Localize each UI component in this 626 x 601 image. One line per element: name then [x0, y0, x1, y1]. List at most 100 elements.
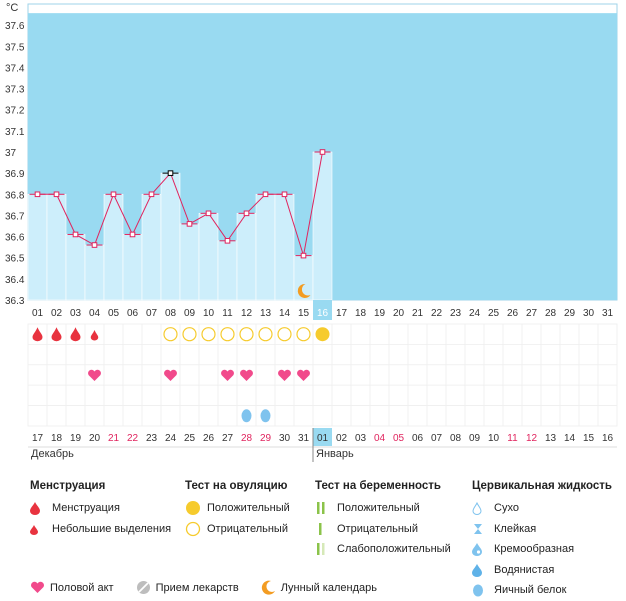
legend-item-creamy: Кремообразная: [472, 539, 612, 560]
event-grid-cell: [84, 405, 105, 427]
ovulation-negative-marker: [277, 327, 292, 342]
calendar-date-label: 11: [507, 433, 518, 444]
event-grid-cell: [407, 384, 428, 407]
event-grid-cell: [540, 323, 561, 345]
cycle-day-label: 26: [507, 308, 519, 319]
event-grid-cell: [331, 343, 352, 366]
event-grid-cell: [141, 364, 162, 386]
intercourse-heart: [240, 369, 253, 381]
event-grid-cell: [255, 384, 276, 407]
event-grid-cell: [331, 405, 352, 427]
calendar-date-label: 29: [260, 433, 272, 444]
calendar-date-label: 08: [450, 433, 462, 444]
legend-item-intercourse: Половой акт: [30, 580, 114, 595]
temperature-point: [110, 191, 117, 198]
temperature-bar: [46, 193, 67, 301]
temperature-bar: [274, 193, 295, 301]
cycle-day-label: 06: [127, 308, 139, 319]
ovulation-negative-marker: [163, 327, 178, 342]
calendar-date-label: 12: [526, 433, 538, 444]
intercourse-heart: [297, 369, 310, 381]
y-tick-label: 37.1: [5, 127, 25, 138]
temperature-bar: [84, 244, 105, 301]
calendar-date-label: 28: [241, 433, 253, 444]
y-tick-label: 36.8: [5, 190, 25, 201]
event-grid-cell: [46, 364, 67, 386]
event-grid-cell: [274, 384, 295, 407]
calendar-date-label: 21: [108, 433, 120, 444]
legend-item-pregnancy-positive: Положительный: [315, 498, 451, 519]
cycle-day-label: 21: [412, 308, 424, 319]
legend-label: Клейкая: [494, 522, 537, 535]
today-date-highlight: [313, 428, 332, 446]
calendar-date-label: 18: [51, 433, 63, 444]
event-grid-cell: [122, 364, 143, 386]
event-grid-cell: [65, 405, 86, 427]
event-grid-cell: [483, 384, 504, 407]
event-grid-cell: [160, 343, 181, 366]
event-grid-cell: [255, 364, 276, 386]
event-grid-cell: [388, 405, 409, 427]
event-grid-cell: [293, 405, 314, 427]
event-grid-cell: [331, 384, 352, 407]
legend-item-dry: Сухо: [472, 498, 612, 519]
menstruation-drop: [32, 327, 43, 342]
cycle-day-label: 09: [184, 308, 196, 319]
event-grid-cell: [46, 343, 67, 366]
event-grid-cell: [122, 405, 143, 427]
event-grid-cell: [483, 364, 504, 386]
event-grid-cell: [103, 323, 124, 345]
legend-item-pregnancy-weak: Слабоположительный: [315, 539, 451, 560]
event-grid-cell: [578, 405, 599, 427]
event-grid-cell: [293, 384, 314, 407]
ovulation-positive-marker: [315, 327, 330, 342]
intercourse-heart: [221, 369, 234, 381]
event-grid-cell: [597, 364, 618, 386]
event-grid-cell: [578, 323, 599, 345]
event-grid-cell: [198, 343, 219, 366]
event-grid-cell: [426, 343, 447, 366]
cycle-day-label: 19: [374, 308, 386, 319]
y-tick-label: 37: [5, 148, 17, 159]
month-label: Январь: [316, 448, 354, 460]
cycle-day-label: 07: [146, 308, 158, 319]
event-grid-cell: [464, 343, 485, 366]
temperature-point: [281, 191, 288, 198]
event-grid-cell: [388, 384, 409, 407]
legend-ovulation-title: Тест на овуляцию: [185, 480, 288, 492]
event-grid-cell: [369, 323, 390, 345]
temperature-point: [205, 210, 212, 217]
calendar-date-label: 26: [203, 433, 215, 444]
event-grid-cell: [426, 323, 447, 345]
event-grid-cell: [521, 364, 542, 386]
temperature-bar: [122, 234, 143, 301]
y-tick-label: 36.3: [5, 296, 25, 307]
egg-white-icon: [472, 583, 494, 597]
legend-label: Лунный календарь: [280, 581, 377, 594]
legend-ovulation: Тест на овуляцию Положительный Отрицател…: [185, 480, 290, 539]
calendar-date-label: 10: [488, 433, 500, 444]
cycle-day-label: 10: [203, 308, 215, 319]
event-grid-cell: [103, 384, 124, 407]
legend-item-lunar: Лунный календарь: [261, 580, 377, 595]
cycle-day-label: 17: [336, 308, 348, 319]
event-grid-cell: [483, 405, 504, 427]
event-grid-cell: [198, 364, 219, 386]
event-grid-cell: [426, 405, 447, 427]
cycle-day-label: 24: [469, 308, 481, 319]
event-grid-cell: [445, 323, 466, 345]
event-grid-cell: [407, 323, 428, 345]
event-grid-cell: [65, 364, 86, 386]
temperature-bar: [179, 223, 200, 301]
cycle-day-label: 28: [545, 308, 557, 319]
temperature-bar: [27, 193, 48, 301]
event-grid-cell: [445, 405, 466, 427]
today-day-highlight: [313, 300, 332, 320]
temperature-bar: [198, 213, 219, 301]
cycle-day-label: 13: [260, 308, 272, 319]
event-grid-cell: [502, 364, 523, 386]
cycle-day-label: 04: [89, 308, 101, 319]
legend-label: Прием лекарств: [155, 581, 239, 594]
legend-item-menstruation: Менструация: [30, 498, 171, 519]
event-grid-cell: [388, 364, 409, 386]
